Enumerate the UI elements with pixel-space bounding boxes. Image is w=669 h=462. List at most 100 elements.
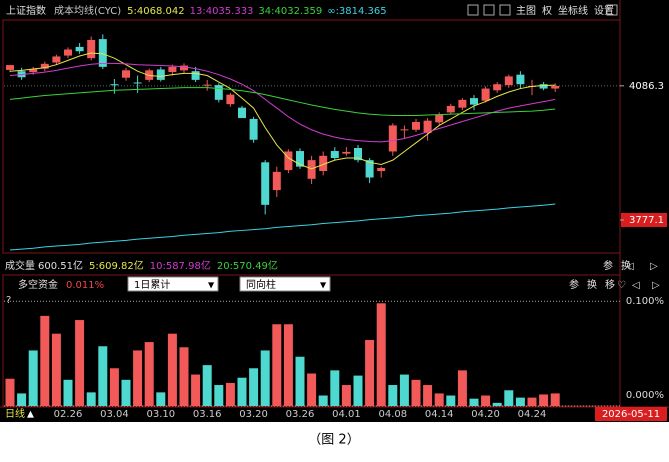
candle-body (168, 66, 177, 73)
candle-body (551, 85, 560, 89)
candle-body (261, 162, 270, 205)
x-tick-label: 03.26 (286, 409, 315, 420)
candle-body (296, 151, 304, 167)
candle-body (6, 65, 14, 70)
y-tick-label: 4086.3 (629, 81, 664, 92)
y-tick-label: 0.000% (626, 390, 664, 401)
bar (353, 375, 363, 406)
candle-body (354, 147, 362, 161)
bar (527, 397, 537, 406)
chart-subtitle: 成本均线(CYC) (54, 4, 121, 17)
x-tick-label: 04.01 (332, 409, 361, 420)
candle-body (214, 85, 223, 100)
candle-body (98, 39, 107, 67)
x-tick-label: 04.14 (425, 409, 454, 420)
dropdown-arrow: ▼ (320, 281, 327, 290)
candle-body (226, 94, 235, 105)
x-tick-label: 02.26 (54, 409, 83, 420)
caption: （图 2） (308, 433, 359, 448)
icon: ♡ (617, 280, 626, 291)
menu-item: 权 (542, 4, 552, 17)
candle-body (388, 125, 397, 152)
candle-body (284, 151, 293, 171)
x-tick-label: 04.08 (378, 409, 407, 420)
nav-right: ▷ (650, 261, 658, 272)
bar (156, 392, 166, 406)
menu-item: 参 (569, 278, 579, 291)
menu-item: 设置 (594, 5, 614, 17)
bar (550, 393, 560, 406)
candle-body (342, 151, 351, 154)
bar (446, 395, 456, 406)
period-label: 日线 (5, 407, 25, 420)
chart-title: 上证指数 (6, 4, 46, 17)
candle-body (29, 69, 38, 73)
bar (260, 350, 270, 406)
legend-entry: ∞:3814.365 (327, 6, 386, 17)
candle-body (40, 63, 49, 69)
bar (469, 398, 479, 406)
volume-ma: 20:570.49亿 (217, 259, 278, 272)
bar (86, 392, 96, 406)
candle-body (377, 167, 386, 171)
bar (28, 350, 38, 406)
ma-line (9, 203, 556, 251)
menu-item: 换 (621, 259, 631, 272)
icon (499, 4, 511, 16)
bar (341, 385, 351, 406)
bar (492, 402, 502, 406)
bar (539, 394, 549, 406)
icon (467, 4, 479, 16)
candle-body (180, 65, 188, 71)
y-tick-label: 3777.1 (629, 215, 664, 226)
candle-body (203, 84, 212, 86)
candle-body (87, 39, 96, 59)
bar (214, 385, 224, 406)
bar (98, 346, 108, 406)
bar (133, 350, 143, 406)
candle-body (504, 76, 513, 86)
volume-title: 成交量 (5, 259, 35, 272)
bar (295, 356, 305, 406)
bar (283, 324, 293, 406)
candle-body (470, 98, 478, 105)
candle-body (481, 88, 490, 101)
candle-body (493, 84, 502, 91)
legend-entry: 13:4035.333 (190, 6, 254, 17)
panel-value: 0.011% (66, 280, 104, 291)
candle-body (435, 114, 444, 123)
candle-body (458, 99, 467, 108)
bar (63, 379, 73, 406)
candle-body (238, 107, 246, 119)
ma-line (9, 62, 556, 143)
bar (399, 374, 409, 406)
x-tick-label: 04.20 (471, 409, 500, 420)
bar (423, 385, 433, 406)
volume-ma: 5:609.82亿 (89, 259, 144, 272)
icon (606, 4, 618, 16)
candle-body (400, 129, 409, 131)
panel-title: 多空资金 (18, 278, 58, 291)
date-box (595, 407, 667, 421)
bar (121, 379, 131, 406)
legend-entry: 5:4068.042 (127, 6, 184, 17)
dropdown[interactable] (239, 276, 331, 292)
period-arrow: ▲ (27, 410, 34, 420)
bar (51, 333, 61, 406)
y-tick-label: 0.100% (626, 296, 664, 307)
bar (388, 385, 398, 406)
candle-body (52, 56, 61, 63)
bar (434, 393, 444, 406)
bar (411, 379, 421, 406)
dropdown-label: 同向柱 (246, 278, 276, 291)
dropdown[interactable] (127, 276, 219, 292)
bar (167, 333, 177, 406)
date-label: 2026-05-11 (602, 409, 660, 420)
bar (307, 373, 317, 406)
x-tick-label: 03.16 (193, 409, 222, 420)
x-tick-label: 03.20 (239, 409, 268, 420)
candle-body (307, 160, 316, 179)
candle-body (330, 151, 339, 158)
